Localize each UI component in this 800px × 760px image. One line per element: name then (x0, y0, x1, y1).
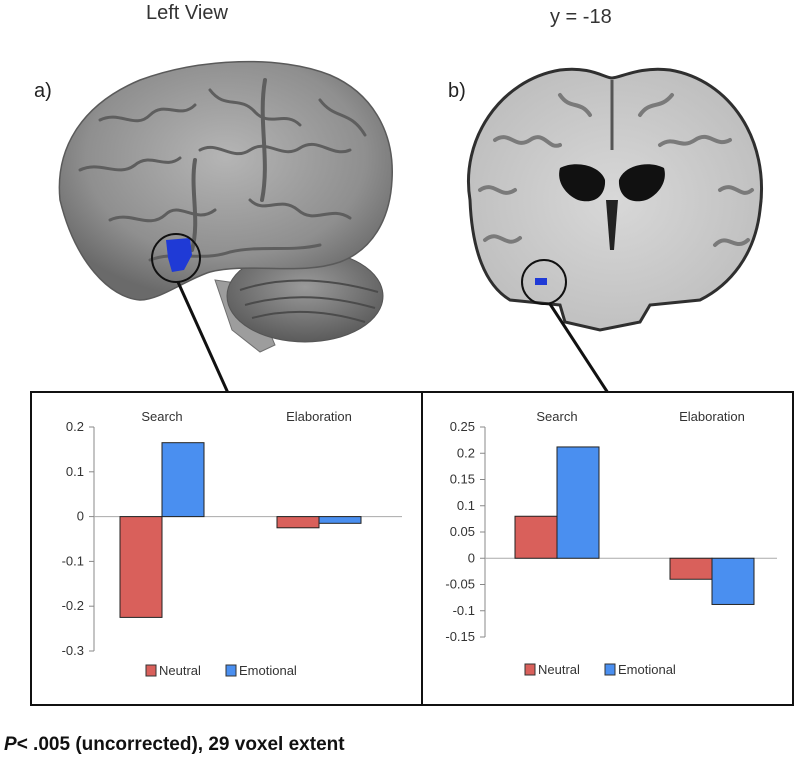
bar-neutral-search (514, 515, 558, 559)
y-tick-label: -0.1 (62, 553, 84, 568)
legend-label-neutral: Neutral (159, 663, 201, 678)
panel-label-a: a) (34, 80, 52, 102)
bar-emotional-elaboration (711, 557, 755, 605)
y-tick-label: 0 (468, 550, 475, 565)
y-tick-label: 0.05 (450, 524, 475, 539)
left-view-title: Left View (146, 2, 228, 24)
connector-line-left (176, 281, 230, 394)
p-symbol: P (4, 734, 17, 755)
category-label: Search (536, 409, 577, 424)
bar-emotional-elaboration (318, 516, 362, 524)
brain-illustrations (58, 60, 763, 394)
legend-swatch-emotional (604, 663, 616, 676)
connector-line-right (548, 303, 610, 394)
panel-label-b: b) (448, 80, 466, 102)
y-tick-label: -0.2 (62, 598, 84, 613)
category-label: Search (141, 409, 182, 424)
coronal-brain-slice (467, 67, 763, 332)
legend-label-emotional: Emotional (239, 663, 297, 678)
bar-neutral-elaboration (276, 516, 320, 529)
coronal-view-title: y = -18 (550, 6, 612, 28)
bar-neutral-elaboration (669, 557, 713, 580)
legend-swatch-neutral (145, 664, 157, 677)
bar-chart-b: 0.25 0.2 0.15 0.1 0.05 0 -0.05 -0.1 -0.15 Search E… (445, 409, 777, 677)
y-tick-label: -0.3 (62, 643, 84, 658)
y-tick-label: -0.05 (445, 577, 475, 592)
y-tick-label: 0.25 (450, 419, 475, 434)
y-tick-label: 0.2 (66, 419, 84, 434)
chart-panel-b: 0.25 0.2 0.15 0.1 0.05 0 -0.05 -0.1 -0.15 Search E… (421, 391, 794, 706)
y-tick-label: 0.15 (450, 472, 475, 487)
category-label: Elaboration (286, 409, 352, 424)
y-tick-label: 0.1 (66, 464, 84, 479)
legend-label-neutral: Neutral (538, 662, 580, 677)
y-tick-label: 0 (77, 509, 84, 524)
legend-swatch-emotional (225, 664, 237, 677)
legend-swatch-neutral (524, 663, 536, 676)
y-tick-label: 0.2 (457, 445, 475, 460)
category-label: Elaboration (679, 409, 745, 424)
bar-chart-a: 0.2 0.1 0 -0.1 -0.2 -0.3 Search Elaboration Neut… (62, 409, 402, 678)
bar-neutral-search (119, 516, 163, 618)
legend-label-emotional: Emotional (618, 662, 676, 677)
chart-panel-a: 0.2 0.1 0 -0.1 -0.2 -0.3 Search Elaboration Neut… (30, 391, 423, 706)
y-tick-label: 0.1 (457, 498, 475, 513)
y-tick-label: -0.15 (445, 629, 475, 644)
y-tick-label: -0.1 (453, 603, 475, 618)
bar-emotional-search (556, 446, 600, 559)
significance-footnote: P< .005 (uncorrected), 29 voxel extent (4, 734, 345, 756)
lateral-brain-render (58, 60, 393, 353)
footnote-text: < .005 (uncorrected), 29 voxel extent (16, 734, 345, 755)
bar-emotional-search (161, 442, 205, 518)
